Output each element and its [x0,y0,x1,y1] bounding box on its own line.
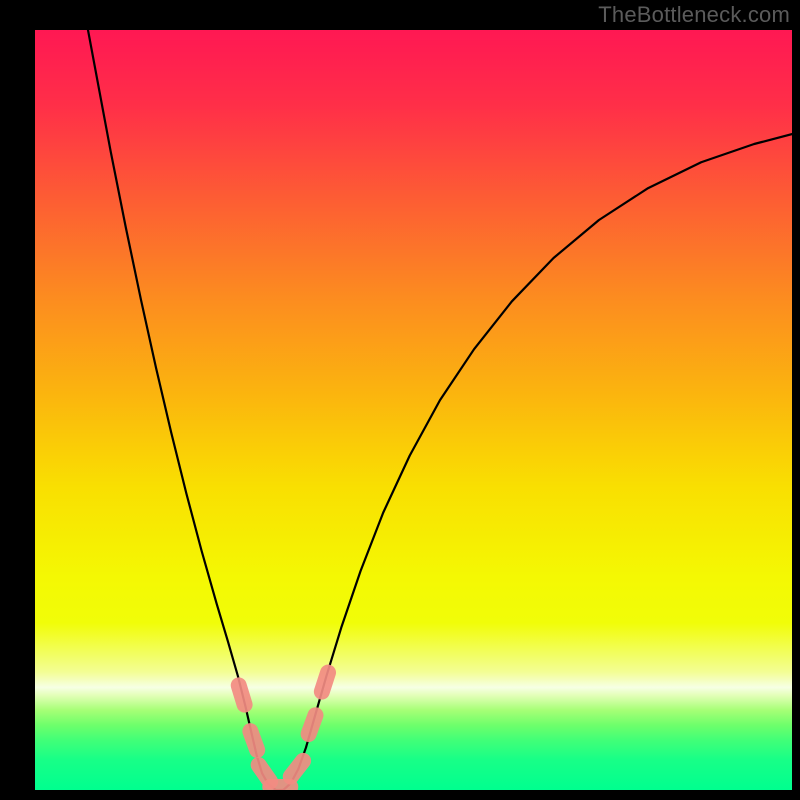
plot-area [35,30,792,790]
gradient-background [35,30,792,790]
chart-frame: TheBottleneck.com [0,0,800,800]
bottleneck-curve-chart [35,30,792,790]
watermark-text: TheBottleneck.com [598,2,790,28]
